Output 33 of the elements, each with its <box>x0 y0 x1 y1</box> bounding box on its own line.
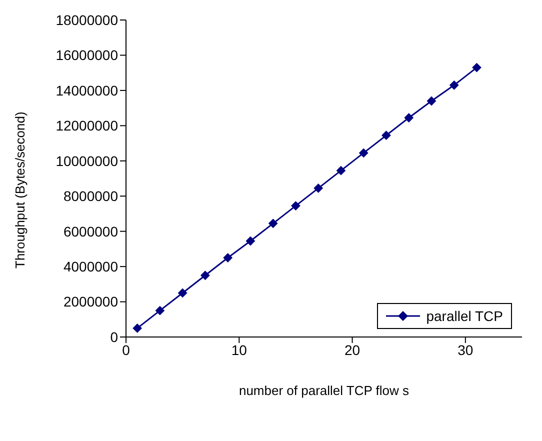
point <box>314 184 323 193</box>
x-tick-label: 0 <box>122 342 130 358</box>
point <box>291 201 300 210</box>
y-tick-label: 16000000 <box>56 47 118 64</box>
point <box>450 80 459 90</box>
y-tick-label: 0 <box>110 328 118 345</box>
point <box>178 288 188 298</box>
point <box>382 130 391 140</box>
x-tick-label: 20 <box>344 342 360 358</box>
point <box>426 96 436 106</box>
y-tick-label: 12000000 <box>56 118 118 134</box>
point <box>132 324 142 333</box>
point <box>246 236 255 246</box>
x-tick-label: 10 <box>231 342 248 358</box>
y-tick-label: 2000000 <box>63 294 118 310</box>
point <box>268 218 278 228</box>
y-tick-label: 10000000 <box>56 152 118 169</box>
y-tick-label: 18000000 <box>56 12 118 28</box>
y-tick-label: 6000000 <box>63 223 118 240</box>
point <box>200 270 210 280</box>
point <box>336 166 346 176</box>
point <box>155 306 164 316</box>
y-tick-label: 14000000 <box>56 82 118 98</box>
y-axis-title: Throughput (Bytes/second) <box>12 112 28 268</box>
point <box>404 113 414 122</box>
point <box>359 148 368 158</box>
x-axis-title: number of parallel TCP flow s <box>238 383 410 398</box>
legend-label: parallel TCP <box>426 308 503 324</box>
point <box>472 63 482 72</box>
y-tick-label: 4000000 <box>63 258 118 275</box>
y-tick-label: 8000000 <box>63 188 118 204</box>
point <box>223 253 232 262</box>
x-tick-label: 30 <box>458 342 474 358</box>
